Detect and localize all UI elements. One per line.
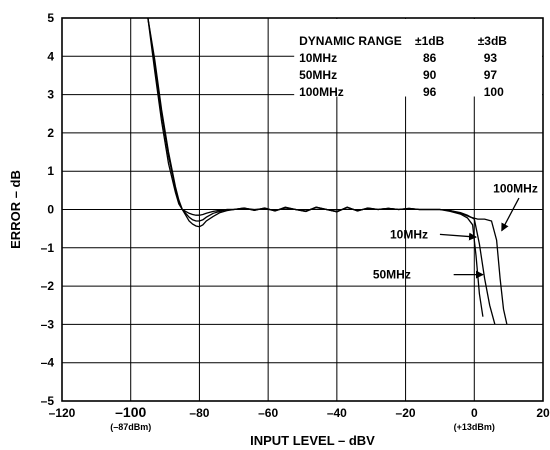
table-cell: 96: [423, 85, 437, 99]
x-tick-label: –20: [396, 406, 416, 420]
table-cell: 86: [423, 51, 437, 65]
x-tick-label: –120: [49, 406, 76, 420]
x-tick-sublabel: (–87dBm): [110, 422, 151, 432]
y-tick-label: –4: [41, 356, 55, 370]
y-tick-label: 4: [47, 49, 54, 63]
x-axis-label: INPUT LEVEL – dBV: [250, 433, 375, 448]
y-tick-label: –3: [41, 317, 55, 331]
table-cell: 97: [484, 68, 498, 82]
y-tick-label: 3: [47, 88, 54, 102]
y-tick-label: –5: [41, 394, 55, 408]
y-axis-label: ERROR – dB: [8, 170, 23, 249]
table-cell: 93: [484, 51, 498, 65]
y-tick-label: 5: [47, 11, 54, 25]
y-tick-label: –2: [41, 279, 55, 293]
x-tick-sublabel: (+13dBm): [454, 422, 495, 432]
y-tick-label: –1: [41, 241, 55, 255]
table-cell: 10MHz: [299, 51, 337, 65]
annotation-label: 50MHz: [373, 268, 411, 282]
table-cell: 100MHz: [299, 85, 344, 99]
table-header: ±3dB: [478, 34, 508, 48]
table-header: ±1dB: [415, 34, 445, 48]
annotation-label: 100MHz: [493, 181, 538, 195]
annotation-arrow: [502, 198, 519, 231]
x-tick-label: 0: [471, 406, 478, 420]
dynamic-range-table: DYNAMIC RANGE ±1dB ±3dB 10MHz 86 93 50MHz 90 97 1…: [294, 19, 542, 99]
y-tick-label: 0: [47, 203, 54, 217]
y-tick-label: 1: [47, 164, 54, 178]
x-tick-label: –80: [189, 406, 209, 420]
annotation-label: 10MHz: [390, 227, 428, 241]
x-tick-label: –100: [115, 404, 146, 420]
table-cell: 90: [423, 68, 437, 82]
x-tick-label: –40: [327, 406, 347, 420]
table-cell: 100: [484, 85, 504, 99]
annotation-arrow: [440, 234, 476, 237]
table-header: DYNAMIC RANGE: [299, 34, 402, 48]
table-cell: 50MHz: [299, 68, 337, 82]
x-tick-label: 20: [536, 406, 550, 420]
annotations: 10MHz 50MHz 100MHz: [373, 181, 538, 281]
y-tick-label: 2: [47, 126, 54, 140]
x-tick-label: –60: [258, 406, 278, 420]
